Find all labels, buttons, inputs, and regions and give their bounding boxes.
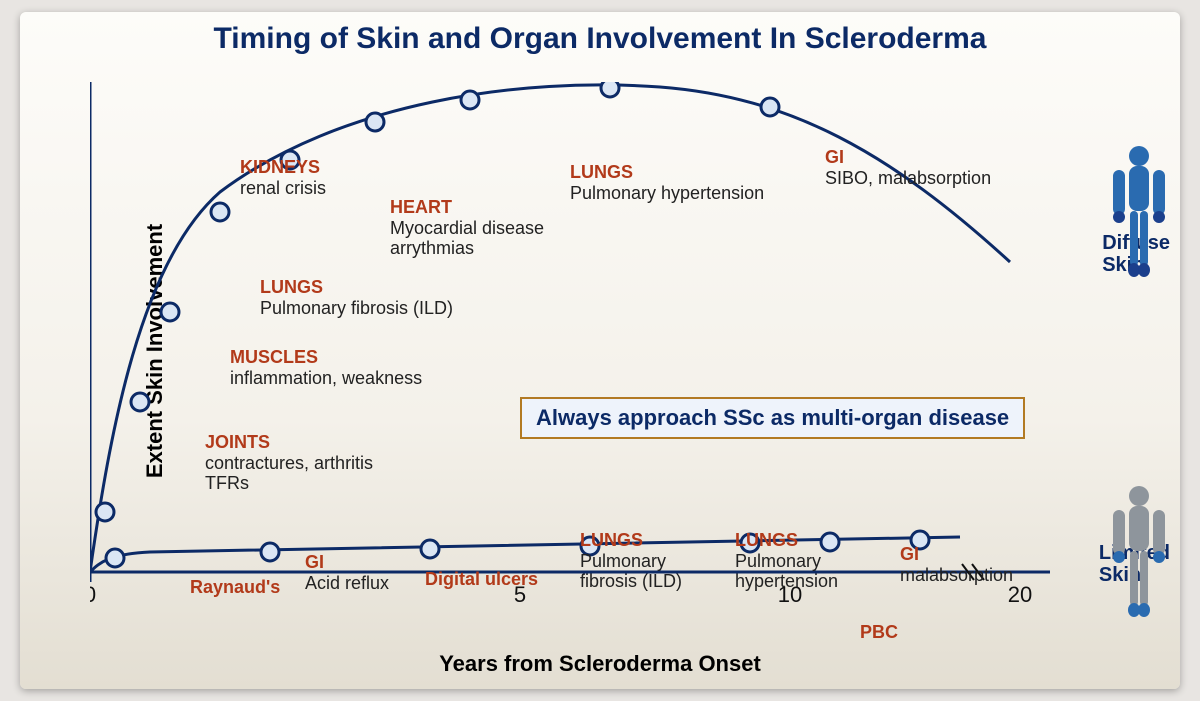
organ-desc: Pulmonary fibrosis (ILD) <box>260 298 453 318</box>
organ-name: PBC <box>860 622 898 642</box>
data-marker <box>211 203 229 221</box>
data-marker <box>601 82 619 97</box>
body-silhouette <box>1104 142 1174 292</box>
organ-name: KIDNEYS <box>240 157 320 177</box>
data-marker <box>261 543 279 561</box>
data-marker <box>131 393 149 411</box>
organ-desc: inflammation, weakness <box>230 368 422 388</box>
body-figure-diffuse <box>1104 142 1174 297</box>
organ-desc: Myocardial diseasearrythmias <box>390 218 544 259</box>
diffuse-organ-label: GISIBO, malabsorption <box>825 147 991 188</box>
limited-organ-label: LUNGSPulmonaryhypertension <box>735 530 838 592</box>
slide: Timing of Skin and Organ Involvement In … <box>20 12 1180 689</box>
organ-name: LUNGS <box>580 530 643 550</box>
organ-desc: Pulmonaryfibrosis (ILD) <box>580 551 682 592</box>
organ-name: LUNGS <box>570 162 633 182</box>
data-marker <box>761 98 779 116</box>
organ-desc: contractures, arthritisTFRs <box>205 453 373 494</box>
organ-desc: malabsorption <box>900 565 1013 585</box>
organ-name: GI <box>825 147 844 167</box>
diffuse-organ-label: JOINTScontractures, arthritisTFRs <box>205 432 373 494</box>
organ-desc: renal crisis <box>240 178 326 198</box>
organ-name: Raynaud's <box>190 577 280 597</box>
chart-title: Timing of Skin and Organ Involvement In … <box>20 22 1180 56</box>
organ-name: LUNGS <box>260 277 323 297</box>
x-axis-label: Years from Scleroderma Onset <box>20 651 1180 677</box>
body-silhouette <box>1104 482 1174 632</box>
limited-organ-label: GIAcid reflux <box>305 552 389 593</box>
data-marker <box>96 503 114 521</box>
organ-name: GI <box>305 552 324 572</box>
limited-organ-label: PBC <box>860 622 898 643</box>
body-figure-limited <box>1104 482 1174 637</box>
chart-plot-area: 051020 Always approach SSc as multi-orga… <box>90 82 1090 627</box>
limited-organ-label: GImalabsorption <box>900 544 1013 585</box>
organ-name: MUSCLES <box>230 347 318 367</box>
x-tick-label: 0 <box>90 582 96 607</box>
organ-desc: Pulmonaryhypertension <box>735 551 838 592</box>
organ-name: JOINTS <box>205 432 270 452</box>
organ-desc: Pulmonary hypertension <box>570 183 764 203</box>
organ-desc: SIBO, malabsorption <box>825 168 991 188</box>
diffuse-organ-label: LUNGSPulmonary hypertension <box>570 162 764 203</box>
callout-box: Always approach SSc as multi-organ disea… <box>520 397 1025 439</box>
data-marker <box>106 549 124 567</box>
organ-name: HEART <box>390 197 452 217</box>
data-marker <box>366 113 384 131</box>
limited-organ-label: LUNGSPulmonaryfibrosis (ILD) <box>580 530 682 592</box>
organ-name: Digital ulcers <box>425 569 538 589</box>
data-marker <box>161 303 179 321</box>
organ-desc: Acid reflux <box>305 573 389 593</box>
organ-name: LUNGS <box>735 530 798 550</box>
limited-organ-label: Digital ulcers <box>425 569 538 590</box>
diffuse-organ-label: LUNGSPulmonary fibrosis (ILD) <box>260 277 453 318</box>
limited-organ-label: Raynaud's <box>190 577 280 598</box>
x-tick-label: 20 <box>1008 582 1032 607</box>
data-marker <box>461 91 479 109</box>
organ-name: GI <box>900 544 919 564</box>
diffuse-organ-label: KIDNEYSrenal crisis <box>240 157 326 198</box>
diffuse-organ-label: MUSCLESinflammation, weakness <box>230 347 422 388</box>
data-marker <box>421 540 439 558</box>
diffuse-organ-label: HEARTMyocardial diseasearrythmias <box>390 197 544 259</box>
